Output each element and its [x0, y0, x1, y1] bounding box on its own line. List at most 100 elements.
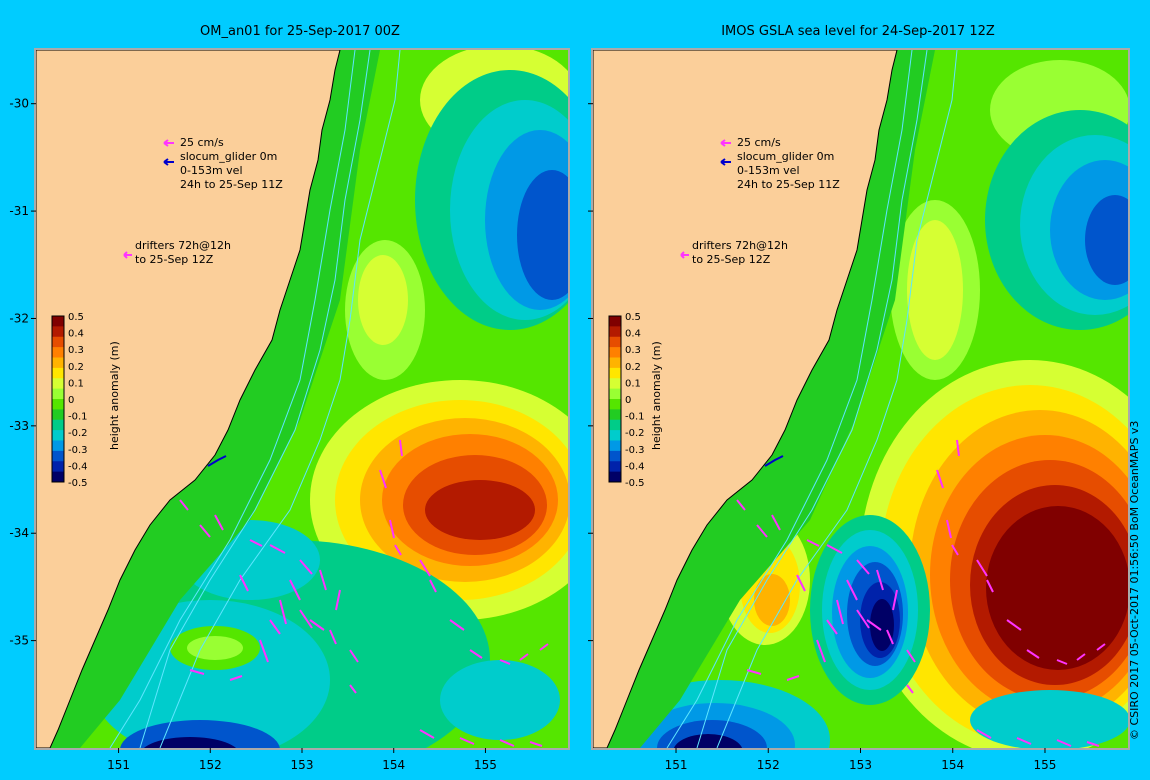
right-glider-track [764, 455, 784, 467]
left-lon-tick-label: 151 [107, 758, 130, 772]
left-lon-tick-label: 154 [382, 758, 405, 772]
left-colorbar-band [52, 471, 64, 483]
right-colorbar-tick-label: 0.1 [625, 378, 641, 389]
left-colorbar-tick-label: 0.5 [68, 312, 84, 323]
left-colorbar-tick-label: 0 [68, 395, 74, 406]
left-colorbar-band [52, 450, 64, 462]
right-map-area [593, 50, 1128, 748]
left-colorbar-band [52, 409, 64, 421]
right-colorbar-band [609, 471, 621, 483]
right-colorbar-band [609, 399, 621, 410]
right-colorbar-band [609, 347, 621, 358]
left-glider-track [207, 455, 227, 467]
left-legend-glider: slocum_glider 0m [180, 150, 277, 163]
right-colorbar-tick-label: 0.3 [625, 345, 641, 356]
right-colorbar-tick-label: -0.2 [625, 428, 645, 439]
left-colorbar-band [52, 461, 64, 473]
right-drifter-vectors [736, 439, 1106, 747]
left-drifter-vectors [179, 439, 549, 747]
right-vector-legend [680, 139, 731, 259]
right-colorbar-tick-label: 0 [625, 395, 631, 406]
left-map-area [36, 50, 568, 748]
left-drifters-label-2: to 25-Sep 12Z [135, 253, 214, 266]
copyright-credit: © CSIRO 2017 05-Oct-2017 01:56:50 BoM Oc… [1128, 420, 1141, 740]
right-colorbar-tick-label: -0.4 [625, 461, 645, 472]
left-lon-tick-label: 155 [474, 758, 497, 772]
left-colorbar-band [52, 378, 64, 390]
left-colorbar-tick-label: -0.2 [68, 428, 88, 439]
left-colorbar-band [52, 336, 64, 348]
right-colorbar-band [609, 450, 621, 462]
left-colorbar-band [52, 388, 64, 400]
right-colorbar-band [609, 316, 621, 327]
right-colorbar-tick-label: 0.5 [625, 312, 641, 323]
right-legend-depth: 0-153m vel [737, 164, 800, 177]
left-colorbar-band [52, 316, 64, 327]
right-lon-tick-label: 153 [849, 758, 872, 772]
right-lon-tick-label: 155 [1034, 758, 1057, 772]
left-colorbar-tick-label: -0.5 [68, 478, 88, 489]
right-lon-tick-label: 154 [941, 758, 964, 772]
right-colorbar-band [609, 336, 621, 348]
left-colorbar-tick-label: -0.3 [68, 445, 88, 456]
left-land-mass [36, 50, 341, 748]
right-lon-tick-label: 151 [665, 758, 688, 772]
right-colorbar-tick-label: 0.2 [625, 362, 641, 373]
left-colorbar-tick-label: 0.2 [68, 362, 84, 373]
left-map-panel: 25 cm/s slocum_glider 0m 0-153m vel 24h … [9, 48, 570, 772]
right-drifters-label-2: to 25-Sep 12Z [692, 253, 771, 266]
right-colorbar: 0.5 0.4 0.3 0.2 0.1 0 -0.1 -0.2 -0.3 -0.4 -0.5 [608, 312, 645, 489]
left-colorbar-tick-label: 0.4 [68, 329, 84, 340]
right-colorbar-band [609, 419, 621, 431]
right-lon-tick-label: 152 [757, 758, 780, 772]
left-lat-tick-label: -35 [9, 634, 29, 648]
left-lat-tick-label: -34 [9, 526, 29, 540]
left-colorbar-band [52, 440, 64, 452]
right-colorbar-tick-label: -0.3 [625, 445, 645, 456]
left-colorbar-label: height anomaly (m) [108, 341, 121, 450]
left-lon-tick-label: 153 [291, 758, 314, 772]
left-drifters-label-1: drifters 72h@12h [135, 239, 231, 252]
left-legend-speed: 25 cm/s [180, 136, 224, 149]
left-colorbar-band [52, 399, 64, 410]
left-lat-axis: -30 -31 -32 -33 -34 -35 [9, 97, 36, 648]
left-colorbar: 0.5 0.4 0.3 0.2 0.1 0 -0.1 -0.2 -0.3 -0.4 -0.5 [51, 312, 88, 489]
right-map-panel: 25 cm/s slocum_glider 0m 0-153m vel 24h … [588, 48, 1130, 772]
left-colorbar-tick-label: 0.1 [68, 378, 84, 389]
left-colorbar-tick-label: -0.4 [68, 461, 88, 472]
left-colorbar-tick-label: -0.1 [68, 412, 88, 423]
left-legend-depth: 0-153m vel [180, 164, 243, 177]
right-colorbar-band [609, 430, 621, 441]
right-drifters-label-1: drifters 72h@12h [692, 239, 788, 252]
left-lat-tick-label: -32 [9, 311, 29, 325]
left-lat-tick-label: -33 [9, 419, 29, 433]
left-lat-tick-label: -30 [9, 97, 29, 111]
left-colorbar-band [52, 419, 64, 431]
left-lon-tick-label: 152 [199, 758, 222, 772]
left-colorbar-band [52, 326, 64, 338]
right-colorbar-band [609, 461, 621, 473]
left-panel-title: OM_an01 for 25-Sep-2017 00Z [200, 24, 400, 39]
right-colorbar-band [609, 367, 621, 379]
left-colorbar-band [52, 367, 64, 379]
right-colorbar-band [609, 440, 621, 452]
left-lon-axis: 151 152 153 154 155 [107, 748, 497, 772]
right-colorbar-band [609, 357, 621, 369]
right-legend-glider: slocum_glider 0m [737, 150, 834, 163]
right-land-mass [593, 50, 898, 748]
left-vector-legend [123, 139, 174, 259]
left-colorbar-band [52, 430, 64, 441]
right-colorbar-band [609, 378, 621, 390]
right-lat-axis [588, 103, 593, 642]
left-colorbar-band [52, 347, 64, 358]
right-legend-speed: 25 cm/s [737, 136, 781, 149]
right-legend-time: 24h to 25-Sep 11Z [737, 178, 840, 191]
right-colorbar-label: height anomaly (m) [650, 341, 663, 450]
right-panel-title: IMOS GSLA sea level for 24-Sep-2017 12Z [721, 24, 995, 39]
right-lon-axis: 151 152 153 154 155 [665, 748, 1057, 772]
right-colorbar-tick-label: 0.4 [625, 329, 641, 340]
left-lat-tick-label: -31 [9, 204, 29, 218]
left-colorbar-band [52, 357, 64, 369]
right-colorbar-band [609, 388, 621, 400]
